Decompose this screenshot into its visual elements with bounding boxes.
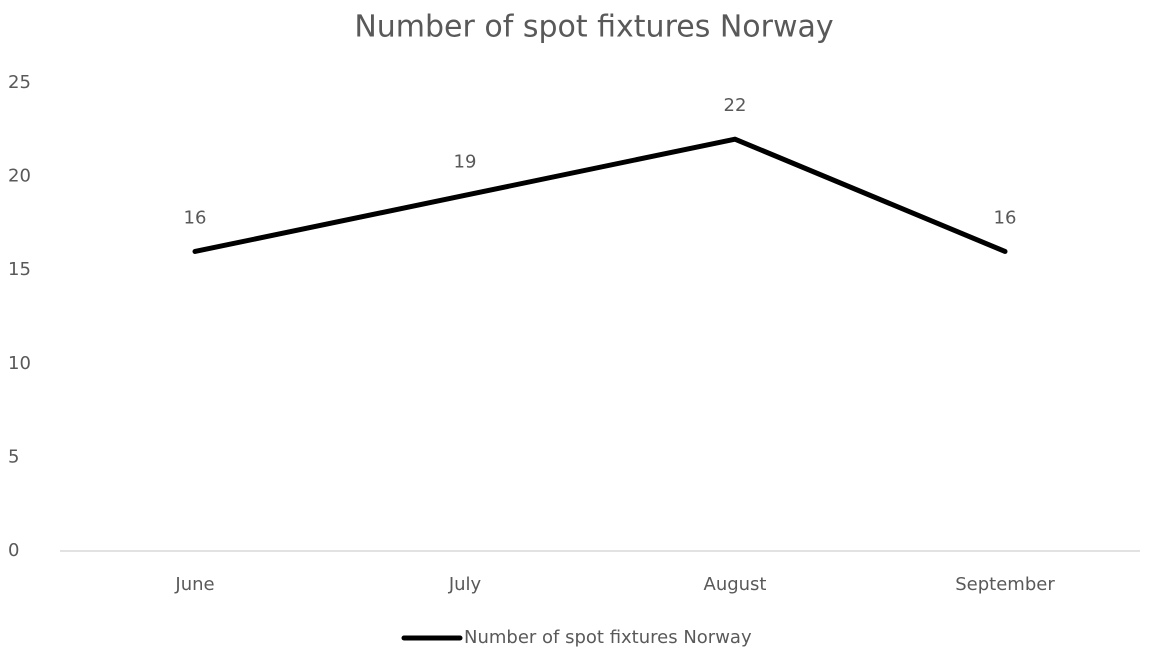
y-tick-label: 5: [8, 446, 19, 467]
legend-label: Number of spot fixtures Norway: [464, 627, 752, 648]
data-label: 22: [724, 95, 747, 116]
line: [192, 136, 1008, 254]
data-label: 19: [454, 151, 477, 172]
y-tick-label: 20: [8, 166, 31, 187]
x-tick-label: June: [174, 574, 214, 595]
chart-title: Number of spot fixtures Norway: [354, 10, 833, 45]
data-label: 16: [994, 207, 1017, 228]
y-tick-label: 25: [8, 72, 31, 93]
x-tick-label: July: [448, 574, 482, 595]
x-tick-label: August: [704, 574, 767, 595]
x-tick-label: September: [955, 574, 1055, 595]
y-tick-label: 15: [8, 259, 31, 280]
y-tick-label: 10: [8, 353, 31, 374]
y-tick-label: 0: [8, 540, 19, 561]
data-label: 16: [184, 207, 207, 228]
